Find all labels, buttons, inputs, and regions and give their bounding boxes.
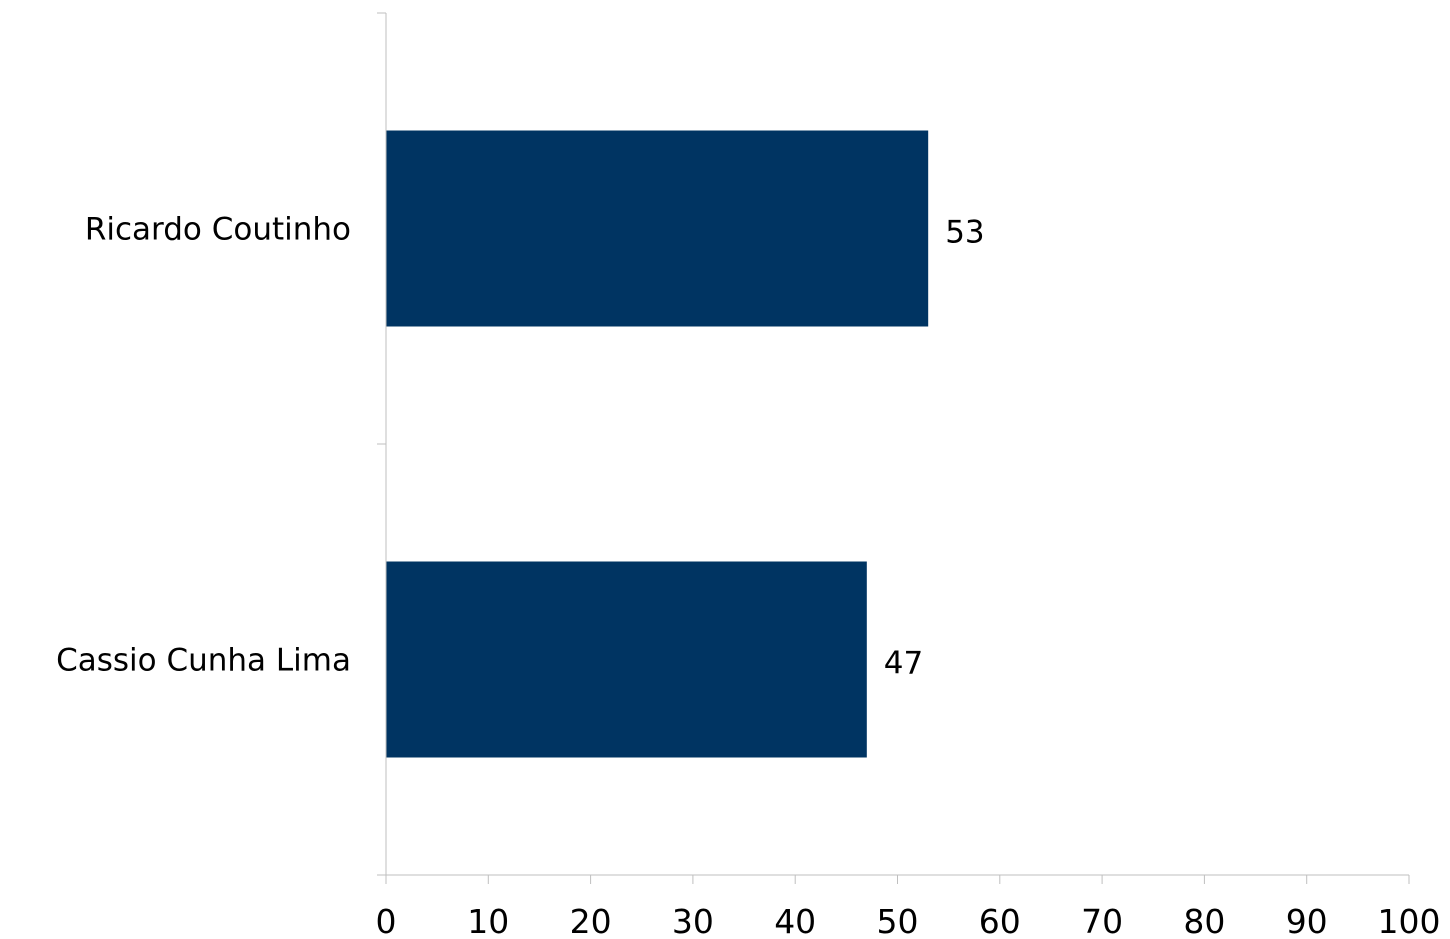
x-tick-label-2: 20: [570, 902, 612, 939]
axes-layer: [377, 12, 1410, 884]
x-tick-label-9: 90: [1286, 902, 1328, 939]
x-tick-label-10: 100: [1378, 902, 1441, 939]
x-tick-label-5: 50: [877, 902, 919, 939]
x-tick-label-6: 60: [979, 902, 1021, 939]
x-tick-label-0: 0: [376, 902, 397, 939]
x-tick-label-7: 70: [1081, 902, 1123, 939]
x-tick-label-4: 40: [774, 902, 816, 939]
category-label-1: Cassio Cunha Lima: [56, 643, 351, 679]
bar-0: [386, 130, 929, 327]
x-tick-label-3: 30: [672, 902, 714, 939]
x-tick-label-8: 80: [1183, 902, 1225, 939]
data-label-1: 47: [884, 646, 923, 682]
data-label-0: 53: [945, 215, 984, 251]
bar-1: [386, 561, 867, 758]
x-tick-label-1: 10: [467, 902, 509, 939]
bars-layer: [386, 130, 929, 758]
labels-layer: Ricardo Coutinho 53 Cassio Cunha Lima 47 0 10…: [56, 212, 1440, 939]
category-label-0: Ricardo Coutinho: [85, 212, 351, 248]
